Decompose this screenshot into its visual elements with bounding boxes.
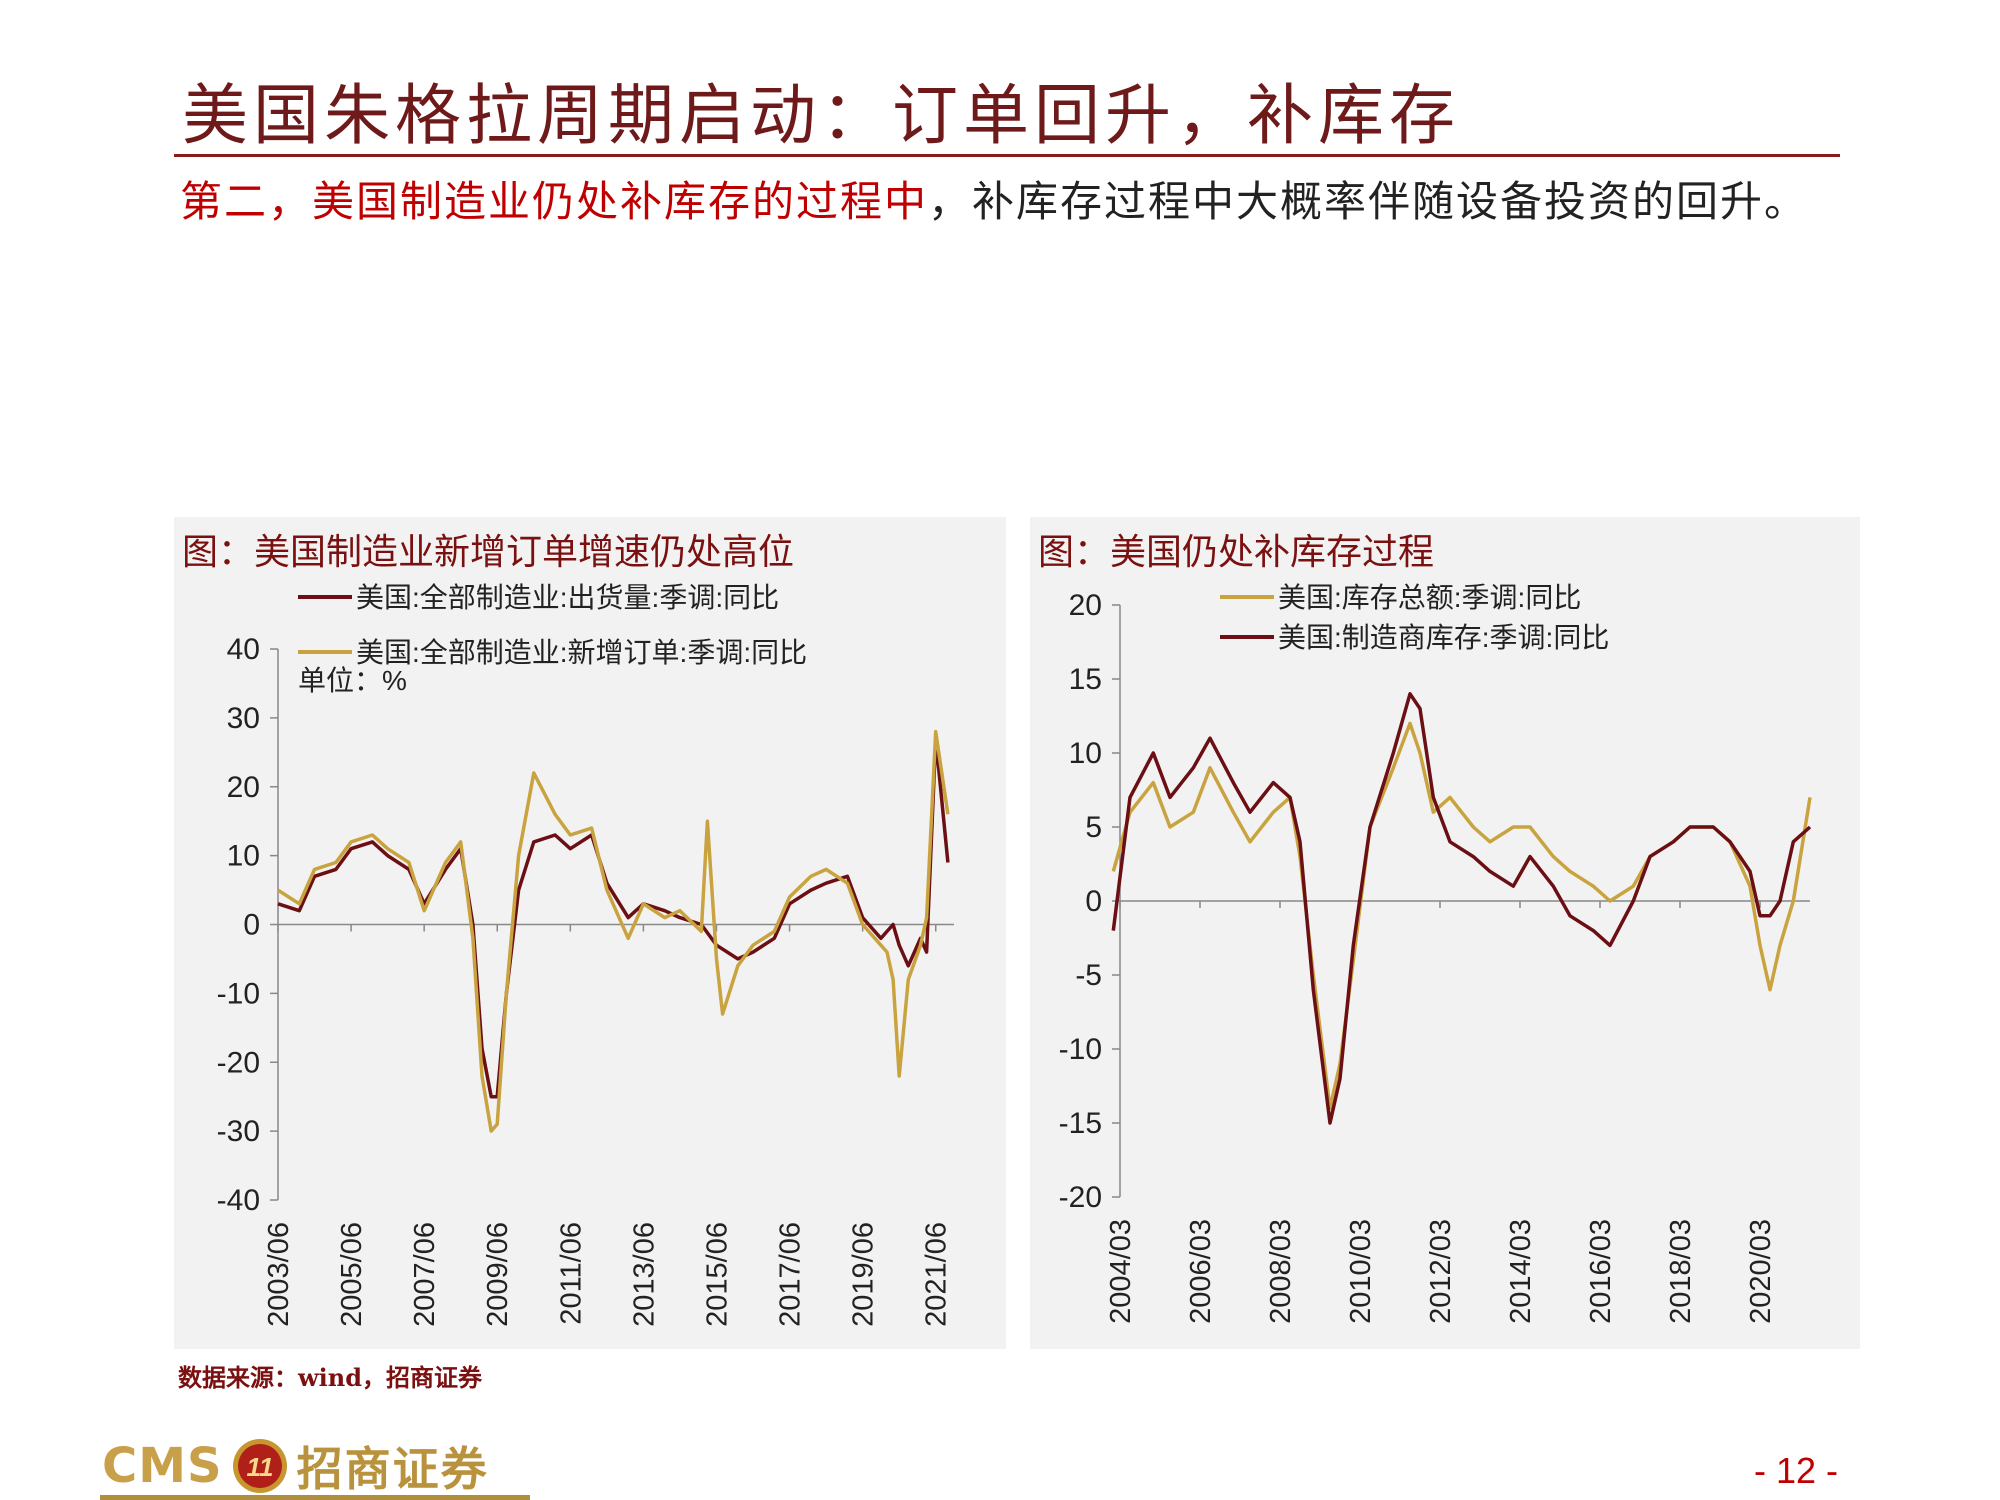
y-tick-label: -20 [217,1046,260,1079]
chart-panel-left: 图：美国制造业新增订单增速仍处高位 40 30 20 10 0 -10 -20 -30 -40 2… [174,517,1006,1349]
y-tick-label: 40 [227,633,260,666]
x-tick-label: 2009/06 [482,1222,514,1327]
body-rest: ，补库存过程中大概率伴随设备投资的回升。 [928,177,1809,226]
legend-label: 美国:库存总额:季调:同比 [1278,582,1581,613]
y-tick-label: -10 [217,977,260,1010]
chart-panel-right: 图：美国仍处补库存过程 20 15 10 5 0 -5 -10 -15 -20 2004/03 20… [1030,517,1860,1349]
x-tick-label: 2008/03 [1265,1219,1297,1324]
x-tick-label: 2004/03 [1105,1219,1137,1324]
x-tick-label: 2011/06 [555,1222,587,1325]
x-tick-label: 2019/06 [848,1222,880,1327]
y-tick-label: 5 [1085,811,1102,844]
y-tick-label: 0 [243,909,260,942]
x-tick-label: 2014/03 [1505,1219,1537,1324]
series-line-1 [1111,692,1812,1125]
x-tick-label: 2015/06 [701,1222,733,1327]
page-title: 美国朱格拉周期启动：订单回升，补库存 [182,77,1460,154]
y-tick-label: 0 [1085,885,1102,918]
x-tick-label: 2012/03 [1425,1219,1457,1324]
x-tick-label: 2013/06 [628,1222,660,1327]
y-tick-label: 15 [1069,663,1102,696]
body-highlight: 第二，美国制造业仍处补库存的过程中 [180,177,929,226]
y-tick-label: 10 [1069,737,1102,770]
x-tick-label: 2010/03 [1345,1219,1377,1324]
series-line-0 [1111,721,1812,1110]
x-tick-label: 2020/03 [1745,1219,1777,1324]
y-tick-label: -15 [1059,1107,1102,1140]
legend-label: 美国:全部制造业:出货量:季调:同比 [356,582,779,613]
y-tick-label: -40 [217,1184,260,1217]
legend-label: 美国:全部制造业:新增订单:季调:同比 [356,637,807,668]
y-tick-label: 30 [227,702,260,735]
series-line-0 [277,736,950,1099]
brand-emblem-icon: 11 [232,1439,287,1493]
page-number: - 12 - [1753,1450,1838,1491]
x-tick-label: 2017/06 [775,1222,807,1327]
x-tick-label: 2005/06 [336,1222,368,1327]
brand-logo-group: CMS 11 招商证券 [102,1438,489,1496]
legend-label: 美国:制造商库存:季调:同比 [1278,622,1609,653]
y-tick-label: 10 [227,840,260,873]
y-tick-label: -10 [1059,1033,1102,1066]
y-tick-label: -30 [217,1115,260,1148]
y-tick-label: 20 [1069,589,1102,622]
y-tick-label: -20 [1059,1181,1102,1214]
series-line-1 [277,729,950,1133]
brand-emblem-text: 11 [246,1452,273,1482]
x-tick-label: 2006/03 [1185,1219,1217,1324]
x-tick-label: 2018/03 [1665,1219,1697,1324]
chart-title-left: 图：美国制造业新增订单增速仍处高位 [182,532,795,573]
title-divider [174,154,1840,157]
y-tick-label: -5 [1075,959,1102,992]
body-text: 第二，美国制造业仍处补库存的过程中，补库存过程中大概率伴随设备投资的回升。 [180,172,1850,232]
brand-en: CMS [102,1438,223,1494]
unit-label: 单位：% [298,665,407,696]
x-tick-label: 2016/03 [1585,1219,1617,1324]
source-note: 数据来源：wind，招商证券 [178,1363,483,1392]
footer-divider [100,1495,530,1500]
x-tick-label: 2021/06 [921,1222,953,1327]
brand-cn: 招商证券 [296,1442,489,1496]
y-tick-label: 20 [227,771,260,804]
chart-title-right: 图：美国仍处补库存过程 [1038,532,1435,573]
x-tick-label: 2007/06 [409,1222,441,1327]
x-tick-label: 2003/06 [263,1222,295,1327]
